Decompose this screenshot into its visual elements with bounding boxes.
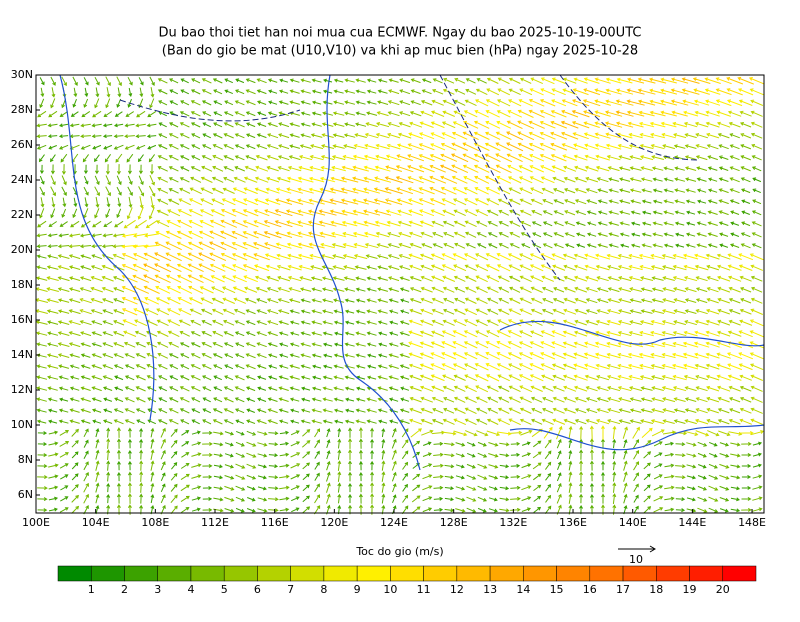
wind-field [35,76,765,515]
colorbar-tick-label: 3 [154,583,161,596]
lat-label: 6N [18,488,33,501]
colorbar-tick-label: 5 [221,583,228,596]
colorbar-box [323,565,358,582]
colorbar-tick-label: 10 [383,583,397,596]
wind-arrows [35,77,763,425]
axis-labels: 30N 28N 26N 24N 22N 20N 18N 16N 14N 12N 10N 8N 6N 100… [11,68,766,529]
wind-arrows [143,77,700,284]
lat-label: 24N [11,173,33,186]
lon-label: 120E [320,516,348,529]
lon-label: 132E [499,516,527,529]
colorbar-box [423,565,458,582]
colorbar-tick-label: 12 [450,583,464,596]
colorbar-tick-label: 18 [649,583,663,596]
coastline-contours [59,74,765,471]
colorbar-tick-label: 6 [254,583,261,596]
colorbar-box [257,565,291,582]
lat-label: 22N [11,208,33,221]
lat-label: 12N [11,383,33,396]
lon-label: 128E [440,516,468,529]
colorbar-box [456,565,491,582]
colorbar-tick-label: 8 [320,583,327,596]
lon-label: 124E [380,516,408,529]
colorbar-box [223,565,258,582]
colorbar-tick-label: 11 [417,583,431,596]
colorbar-tick-label: 13 [483,583,497,596]
lon-label: 108E [141,516,169,529]
colorbar-tick-label: 4 [187,583,194,596]
colorbar-box [390,565,424,582]
colorbar-title: Toc do gio (m/s) [355,545,443,558]
lon-label: 104E [82,516,110,529]
colorbar-tick-label: 9 [354,583,361,596]
lon-label: 140E [619,516,647,529]
lon-label: 116E [261,516,289,529]
colorbar-box [523,565,557,582]
lat-label: 14N [11,348,33,361]
colorbar-box [124,565,158,582]
wind-arrows [132,76,754,294]
colorbar-tick-label: 16 [583,583,597,596]
wind-arrows [123,77,765,440]
wind-arrows [121,77,754,371]
lat-label: 28N [11,103,33,116]
lat-label: 16N [11,313,33,326]
wind-arrows [36,76,763,515]
lat-label: 8N [18,453,33,466]
lat-label: 20N [11,243,33,256]
lon-label: 144E [678,516,706,529]
wind-arrows [122,77,764,440]
wind-arrows [36,76,763,515]
colorbar-tick-label: 20 [716,583,730,596]
colorbar-box [622,565,657,582]
colorbar-box [290,565,325,582]
colorbar-box [556,565,591,582]
pressure-isobars [119,74,701,281]
colorbar-box [57,565,92,582]
map-frame [35,74,765,514]
colorbar-box [656,565,690,582]
lat-label: 18N [11,278,33,291]
reference-arrow-head [649,545,656,553]
lat-label: 30N [11,68,33,81]
colorbar: 1 2 3 4 5 6 7 8 9 10 11 12 13 14 15 16 17 18 19 20 [57,565,757,596]
wind-arrows [35,77,763,440]
colorbar-box [589,565,624,582]
lon-label: 136E [559,516,587,529]
colorbar-box [157,565,192,582]
colorbar-tick-label: 7 [287,583,294,596]
colorbar-tick-label: 19 [683,583,697,596]
colorbar-tick-label: 14 [516,583,530,596]
wind-arrows [121,77,765,316]
colorbar-box [90,565,125,582]
colorbar-box [689,565,724,582]
colorbar-tick-label: 1 [88,583,95,596]
colorbar-box [356,565,391,582]
colorbar-box [722,565,757,582]
colorbar-tick-label: 2 [121,583,128,596]
title: Du bao thoi tiet han noi mua cua ECMWF. … [159,26,642,41]
colorbar-box [190,565,225,582]
lat-label: 26N [11,138,33,151]
wind-arrows [37,77,763,515]
colorbar-box [489,565,524,582]
lon-label: 112E [201,516,229,529]
lon-label: 148E [738,516,766,529]
colorbar-tick-label: 17 [616,583,630,596]
reference-label: 10 [629,553,643,566]
lon-label: 100E [22,516,50,529]
colorbar-tick-label: 15 [550,583,564,596]
lat-label: 10N [11,418,33,431]
subtitle: (Ban do gio be mat (U10,V10) va khi ap m… [162,44,638,59]
